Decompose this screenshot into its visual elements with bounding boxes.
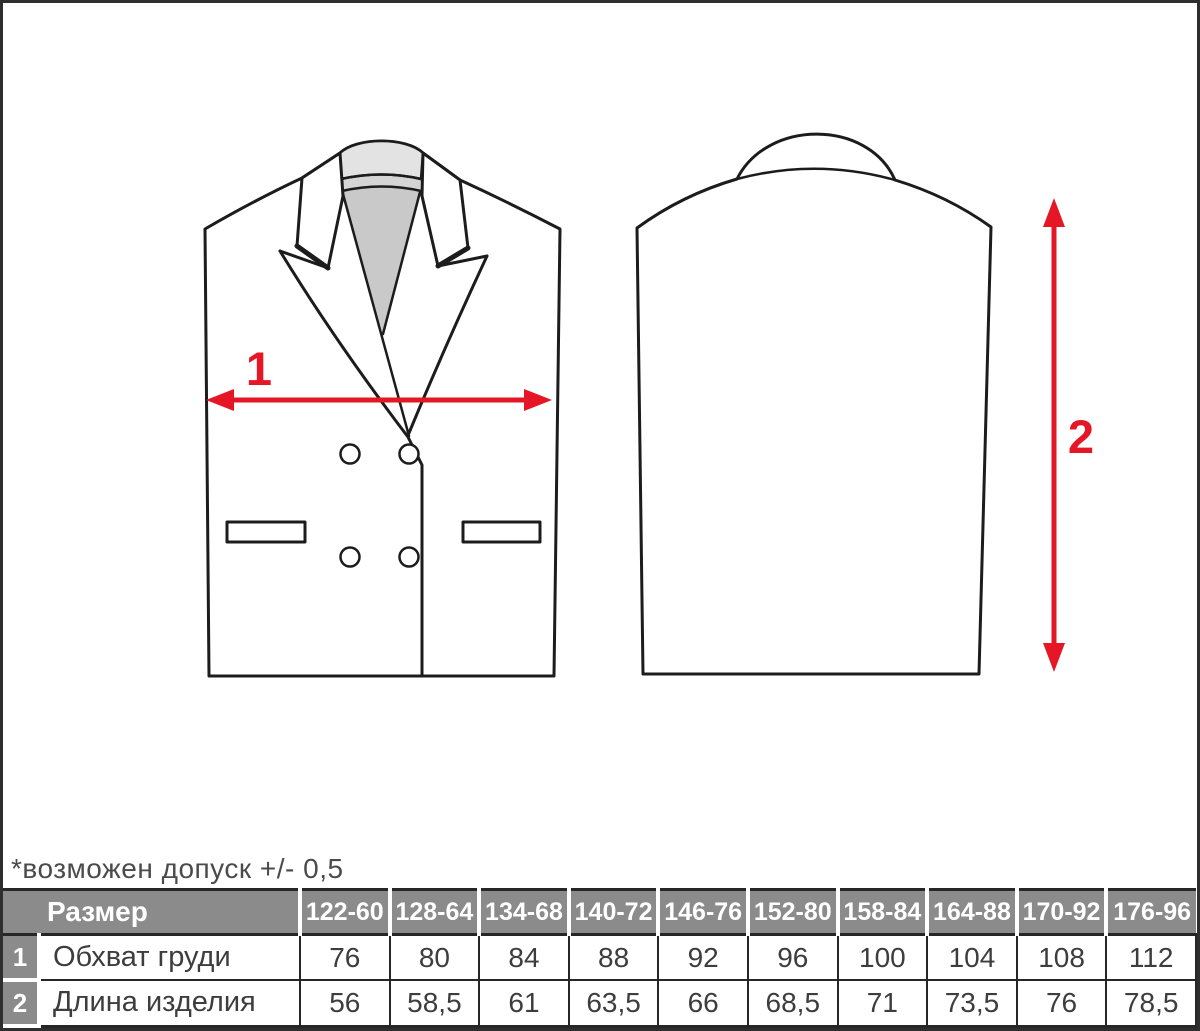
collar-band-line-lower [340, 185, 423, 193]
measure-value: 112 [1105, 933, 1197, 981]
width-measure-label: 1 [246, 342, 272, 395]
tolerance-note: *возможен допуск +/- 0,5 [11, 853, 344, 884]
measure-value: 88 [567, 933, 660, 981]
length-arrow-top-head [1043, 198, 1065, 227]
garment-diagram: 1 2 [203, 132, 1094, 678]
left-lapel-peak-edge [278, 249, 330, 270]
row-number: 1 [3, 934, 41, 982]
measure-value: 66 [657, 979, 749, 1027]
width-arrow-right-head [524, 389, 552, 411]
size-column-header: 122-60 [298, 889, 390, 936]
table-header-row: Размер 122-60 128-64 134-68 140-72 146-7… [3, 889, 1196, 936]
right-lapel-peak-edge [436, 254, 489, 268]
left-collar-notch-edge [294, 243, 331, 271]
measure-value: 80 [388, 933, 481, 981]
size-table: Размер 122-60 128-64 134-68 140-72 146-7… [3, 888, 1197, 1028]
measure-name: Длина изделия [38, 979, 301, 1027]
button [339, 443, 361, 465]
left-lapel-edge [278, 249, 424, 677]
size-column-header: 164-88 [925, 889, 1017, 936]
back-neckline [735, 167, 897, 182]
right-collar-notch-edge [435, 245, 471, 269]
length-measure-arrow: 2 [1043, 198, 1094, 672]
table-row-length: 2 Длина изделия 56 58,5 61 63,5 66 68,5 … [3, 979, 1197, 1028]
measure-value: 73,5 [926, 979, 1018, 1027]
size-column-header: 176-96 [1104, 889, 1196, 936]
measure-value: 63,5 [567, 979, 660, 1027]
back-view [635, 132, 993, 676]
size-column-header: 152-80 [745, 889, 838, 936]
right-lapel-edge [407, 254, 489, 435]
size-column-header: 158-84 [835, 889, 928, 936]
measure-value: 104 [926, 933, 1018, 981]
size-column-header: 128-64 [387, 889, 480, 936]
size-column-header: 140-72 [566, 889, 659, 936]
measure-value: 71 [836, 979, 929, 1027]
measure-value: 76 [1015, 979, 1108, 1027]
measure-name: Обхват груди [38, 933, 301, 981]
measure-value: 61 [478, 979, 570, 1027]
collar-inner-v [342, 186, 421, 335]
left-lapel-roll-line [341, 192, 411, 438]
table-row-chest: 1 Обхват груди 76 80 84 88 92 96 100 104… [3, 933, 1197, 982]
width-measure-arrow: 1 [206, 342, 552, 411]
right-pocket [461, 520, 542, 544]
button [398, 443, 420, 465]
measure-value: 56 [299, 979, 391, 1027]
back-body-outline [635, 132, 993, 676]
measure-value: 100 [836, 933, 929, 981]
length-measure-label: 2 [1068, 410, 1094, 463]
measure-value: 92 [657, 933, 749, 981]
measure-value: 68,5 [746, 979, 839, 1027]
measure-value: 108 [1015, 933, 1108, 981]
measure-value: 58,5 [388, 979, 481, 1027]
button [398, 546, 420, 568]
measure-value: 84 [478, 933, 570, 981]
button [339, 546, 361, 568]
size-column-header: 134-68 [477, 889, 569, 936]
length-arrow-bottom-head [1043, 643, 1065, 672]
row-number: 2 [3, 980, 41, 1028]
right-lapel-roll-line [381, 190, 422, 336]
left-pocket [225, 520, 307, 544]
front-view [203, 139, 562, 678]
width-arrow-left-head [206, 389, 234, 411]
size-column-header: 146-76 [656, 889, 748, 936]
size-column-header: 170-92 [1014, 889, 1107, 936]
collar-band-line-upper [339, 173, 423, 181]
measure-value: 96 [746, 933, 839, 981]
measure-value: 78,5 [1105, 979, 1197, 1027]
measure-value: 76 [299, 933, 391, 981]
size-header-label: Размер [3, 889, 300, 936]
